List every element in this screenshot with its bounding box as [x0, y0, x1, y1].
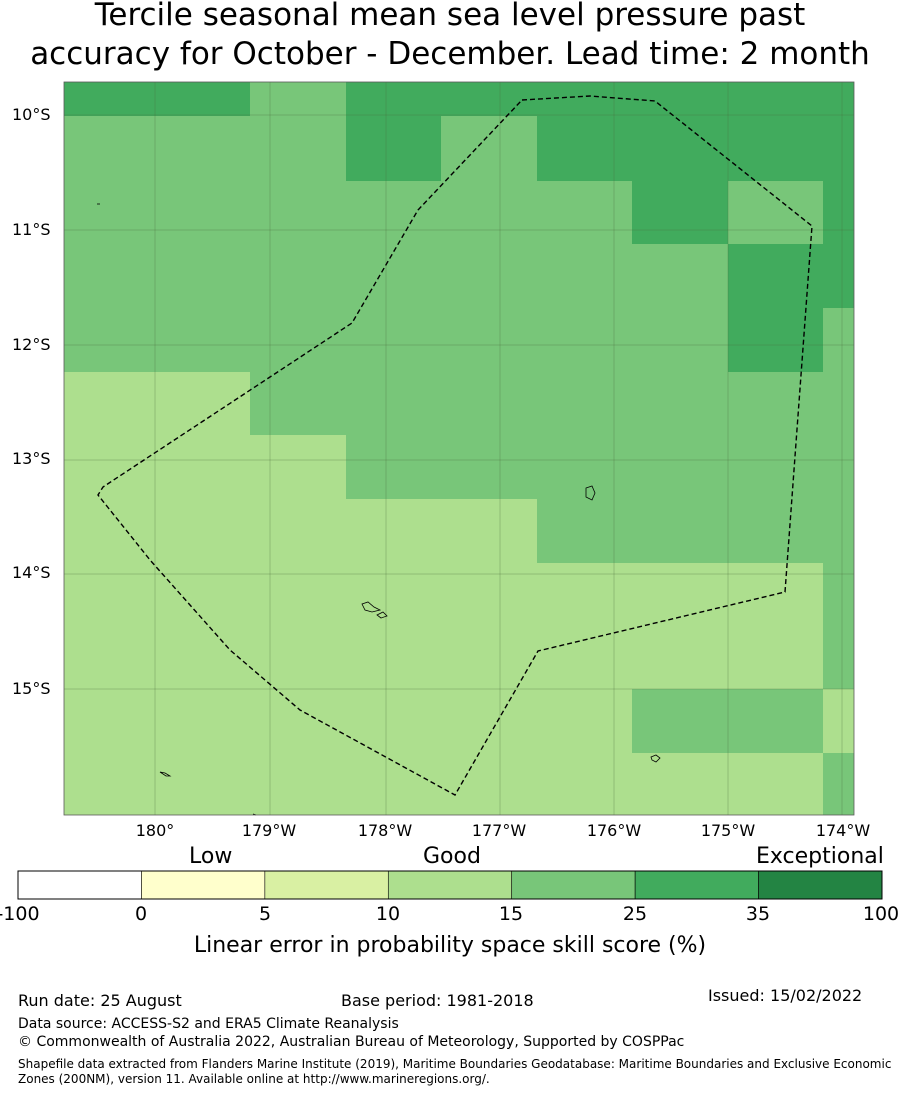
- island-shape: [650, 754, 661, 763]
- lat-label-10s: 10°S: [12, 105, 51, 124]
- lat-label-11s: 11°S: [12, 220, 51, 239]
- map-frame: [63, 81, 855, 816]
- lon-label-180: 180°: [135, 821, 175, 840]
- colorbar-frame: [17, 870, 883, 900]
- colorbar-segment: [17, 870, 142, 900]
- map-title-line-1: Tercile seasonal mean sea level pressure…: [94, 0, 806, 33]
- grid-cell: [632, 181, 728, 244]
- grid-cell: [64, 499, 537, 563]
- run-date: Run date: 25 August: [18, 991, 182, 1010]
- graticule: [64, 82, 854, 815]
- colorbar-tick: -100: [0, 903, 40, 925]
- colorbar-tick: 15: [498, 903, 524, 925]
- grid-cell: [728, 308, 823, 372]
- lat-label-14s: 14°S: [12, 563, 51, 582]
- colorbar-segment: [758, 870, 883, 900]
- grid-cell: [250, 82, 346, 116]
- colorbar-tick: 25: [622, 903, 648, 925]
- skill-grid-cells: [64, 82, 854, 815]
- colorbar-segment: [141, 870, 266, 900]
- issued-date: Issued: 15/02/2022: [708, 986, 863, 1005]
- grid-cell: [823, 308, 854, 372]
- colorbar-label: Linear error in probability space skill …: [193, 933, 707, 958]
- grid-cell: [823, 753, 854, 815]
- grid-cell: [64, 689, 632, 753]
- lon-label-175w: 175°W: [700, 821, 756, 840]
- grid-cell: [537, 116, 854, 181]
- skill-score-map: [63, 81, 855, 816]
- grid-cell: [346, 435, 854, 499]
- colorbar-segments: [17, 870, 883, 900]
- colorbar-segment: [264, 870, 389, 900]
- lat-label-13s: 13°S: [12, 449, 51, 468]
- map-title-line-2: accuracy for October - December. Lead ti…: [30, 36, 870, 72]
- grid-cell: [64, 435, 346, 499]
- colorbar-segment: [511, 870, 636, 900]
- grid-cell: [64, 308, 728, 372]
- grid-cell: [64, 753, 823, 815]
- data-source: Data source: ACCESS-S2 and ERA5 Climate …: [18, 1016, 399, 1032]
- grid-cell: [346, 82, 854, 116]
- shapefile-credit: Shapefile data extracted from Flanders M…: [18, 1057, 892, 1086]
- grid-cell: [64, 181, 632, 244]
- islands: [97, 203, 661, 816]
- grid-cell: [64, 244, 728, 308]
- grid-cell: [346, 116, 441, 181]
- grid-cell: [441, 116, 537, 181]
- copyright: © Commonwealth of Australia 2022, Austra…: [18, 1034, 685, 1050]
- island-shape: [376, 611, 388, 619]
- grid-cell: [728, 244, 854, 308]
- grid-cell: [823, 689, 854, 753]
- colorbar-tick: 100: [862, 903, 900, 925]
- lon-label-178w: 178°W: [357, 821, 413, 840]
- eez-boundary: [97, 95, 813, 796]
- colorbar-tick: 5: [258, 903, 272, 925]
- lat-label-15s: 15°S: [12, 679, 51, 698]
- colorbar-segment: [387, 870, 513, 900]
- base-period: Base period: 1981-2018: [341, 991, 534, 1010]
- colorbar-tick: 0: [134, 903, 148, 925]
- grid-cell: [728, 181, 823, 244]
- category-low: Low: [189, 844, 233, 869]
- grid-cell: [64, 116, 346, 181]
- grid-cell: [537, 499, 854, 563]
- island-shape: [361, 601, 382, 613]
- grid-cell: [632, 689, 823, 753]
- colorbar-tick: 35: [745, 903, 771, 925]
- category-exceptional: Exceptional: [756, 844, 884, 869]
- category-good: Good: [423, 844, 481, 869]
- grid-cell: [823, 181, 854, 244]
- grid-cell: [250, 372, 854, 435]
- island-shape: [159, 771, 172, 777]
- grid-cell: [64, 372, 250, 435]
- grid-cell: [64, 563, 823, 689]
- lon-label-179w: 179°W: [241, 821, 297, 840]
- grid-cell: [64, 82, 250, 116]
- lon-label-177w: 177°W: [471, 821, 527, 840]
- colorbar-tick: 10: [375, 903, 401, 925]
- lon-label-174w: 174°W: [815, 821, 871, 840]
- grid-cell: [823, 563, 854, 689]
- colorbar-segment: [634, 870, 759, 900]
- island-shape: [585, 485, 596, 501]
- lat-label-12s: 12°S: [12, 335, 51, 354]
- lon-label-176w: 176°W: [586, 821, 642, 840]
